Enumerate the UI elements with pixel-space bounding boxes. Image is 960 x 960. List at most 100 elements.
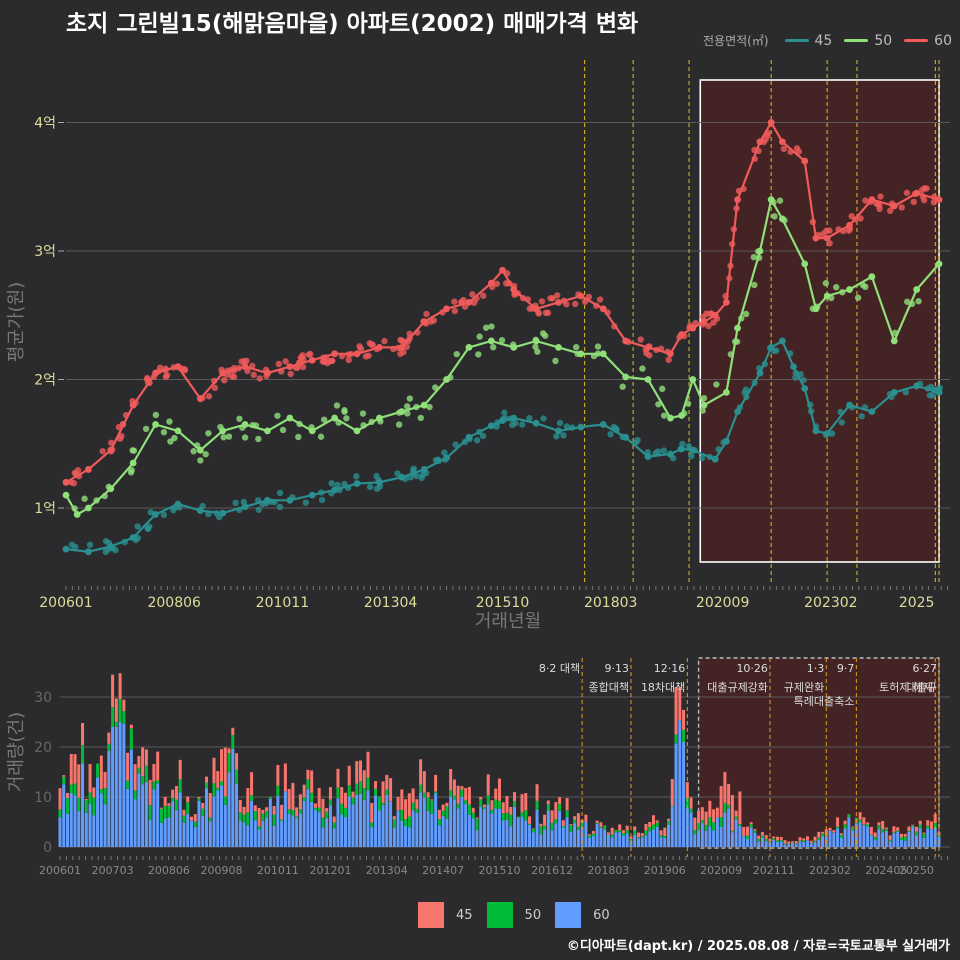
series-vertex-60 [487,279,495,287]
bar-60 [441,815,445,847]
data-point-45 [479,432,487,440]
bar-45 [77,764,81,798]
data-point-50 [130,447,138,454]
bar-50 [636,837,640,839]
bar-50 [449,790,453,797]
bar-60 [591,836,595,847]
data-point-50 [713,381,720,388]
bar-50 [723,802,727,813]
series-vertex-60 [700,318,708,326]
data-point-60 [205,393,213,400]
bar-60 [501,820,505,847]
data-point-45 [276,489,284,497]
bar-45 [907,826,911,831]
top-x-axis: 200601 200806 201011 201304 201510 201803 2020… [39,586,949,632]
bar-60 [670,806,674,847]
bar-50 [648,827,652,832]
bar-50 [377,796,381,811]
data-point-50 [453,350,460,358]
data-point-60 [480,292,487,299]
data-point-50 [160,428,168,436]
bar-60 [569,832,573,847]
bar-45 [66,792,70,799]
bar-45 [291,782,295,811]
bar-60 [167,817,171,847]
bar-60 [62,784,66,847]
data-point-50 [659,385,666,393]
bar-45 [640,833,644,837]
legend-bottom: 45 50 60 [418,902,610,928]
bar-45 [84,798,88,800]
data-point-45 [102,537,110,545]
series-vertex-50 [700,401,708,409]
bar-60 [73,795,77,847]
bar-60 [757,841,761,847]
bar-50 [411,802,415,811]
bar-50 [550,822,554,831]
bar-50 [332,822,336,829]
data-point-50 [862,283,869,291]
bar-50 [933,822,937,828]
bar-60 [223,804,227,847]
data-point-60 [221,376,228,384]
series-vertex-50 [823,292,831,300]
bar-50 [516,816,520,818]
bar-60 [884,830,888,847]
series-vertex-45 [667,450,674,458]
bar-45 [858,812,862,820]
bar-60 [775,841,779,847]
bar-50 [580,823,584,827]
bar-45 [171,789,175,798]
series-vertex-50 [935,260,943,268]
series-vertex-60 [219,369,227,377]
bar-45 [757,835,761,839]
bar-60 [370,827,374,847]
series-vertex-60 [62,478,70,486]
bar-45 [475,817,479,819]
bar-50 [727,804,731,809]
bar-60 [674,743,678,847]
bar-45 [306,769,310,780]
series-vertex-45 [353,480,361,487]
bar-45 [667,818,671,821]
bar-45 [655,820,659,823]
bar-60 [479,806,483,847]
bar-60 [212,796,216,847]
bar-60 [298,813,302,847]
data-point-50 [142,425,150,433]
bar-45 [798,837,802,841]
footer-credit: ©디아파트(dapt.kr) / 2025.08.08 / 자료=국토교통부 실… [566,939,950,954]
bar-45 [374,781,378,789]
bar-45 [734,810,738,817]
data-point-45 [688,453,695,460]
bar-50 [775,840,779,842]
bar-60 [535,809,539,847]
bar-x-tick-label: 200601 [39,864,81,877]
bar-50 [171,797,175,802]
bar-45 [250,772,254,796]
bar-45 [73,754,77,784]
bar-50 [223,796,227,805]
bar-45 [554,802,558,820]
annotation-label: 대출규제강화 [707,681,768,694]
series-vertex-60 [644,343,652,351]
bar-45 [621,830,625,834]
bar-45 [276,764,280,786]
bar-x-tick-label: 201612 [531,864,573,877]
data-point-60 [637,336,644,343]
bar-50 [246,812,250,826]
bar-60 [374,795,378,847]
data-point-60 [502,280,510,287]
bar-60 [96,777,100,847]
data-point-50 [166,418,173,425]
series-vertex-50 [420,401,428,409]
series-vertex-60 [376,343,383,351]
series-vertex-45 [756,369,764,377]
data-point-60 [819,230,827,238]
bar-50 [603,825,607,830]
bar-60 [193,826,197,847]
bar-60 [182,822,186,847]
bar-45 [385,774,389,790]
bar-60 [693,834,697,847]
